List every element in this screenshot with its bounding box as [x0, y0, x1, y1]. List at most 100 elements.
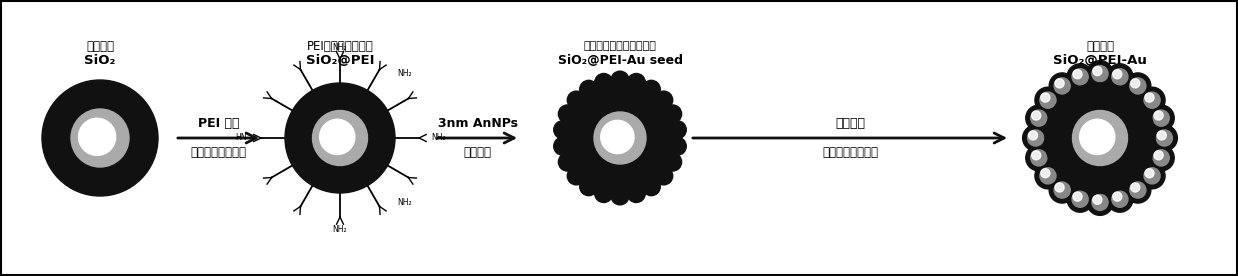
Circle shape	[1026, 145, 1052, 171]
Circle shape	[1073, 192, 1082, 201]
Circle shape	[1144, 168, 1160, 184]
Circle shape	[604, 124, 623, 143]
Circle shape	[1041, 93, 1050, 102]
Circle shape	[558, 105, 577, 123]
Circle shape	[1055, 79, 1065, 88]
Text: SiO₂@PEI-Au: SiO₂@PEI-Au	[1054, 54, 1146, 68]
Circle shape	[655, 167, 672, 185]
Circle shape	[78, 118, 115, 155]
Circle shape	[1130, 182, 1146, 198]
Circle shape	[1112, 69, 1128, 85]
Circle shape	[1040, 168, 1056, 184]
Text: SiO₂@PEI-Au seed: SiO₂@PEI-Au seed	[557, 54, 682, 68]
Circle shape	[643, 178, 660, 196]
Circle shape	[1156, 130, 1172, 146]
Circle shape	[1026, 105, 1052, 131]
Circle shape	[1055, 183, 1065, 192]
Text: 静电吸附: 静电吸附	[463, 146, 491, 159]
Text: PEI修饰的二氧化硅: PEI修饰的二氧化硅	[307, 39, 374, 52]
Circle shape	[1145, 93, 1154, 102]
Text: PEI 修饰: PEI 修饰	[198, 117, 239, 130]
Circle shape	[323, 124, 343, 144]
Circle shape	[1080, 119, 1115, 155]
Circle shape	[1107, 186, 1133, 212]
Circle shape	[1093, 195, 1102, 204]
Circle shape	[568, 86, 672, 190]
Text: SiO₂: SiO₂	[84, 54, 115, 68]
Circle shape	[1087, 189, 1113, 215]
Text: NH₂: NH₂	[397, 69, 412, 78]
Text: 硅核金壳: 硅核金壳	[1086, 39, 1114, 52]
Circle shape	[1092, 66, 1108, 82]
Circle shape	[1112, 191, 1128, 207]
Circle shape	[594, 73, 613, 91]
Circle shape	[1049, 73, 1075, 99]
Circle shape	[553, 137, 572, 155]
Text: 吸附了金种子的二氧化硅: 吸附了金种子的二氧化硅	[583, 41, 656, 51]
Circle shape	[1040, 92, 1056, 108]
Circle shape	[567, 167, 586, 185]
Text: 二氧化硅: 二氧化硅	[85, 39, 114, 52]
Circle shape	[553, 121, 572, 139]
Circle shape	[594, 112, 646, 164]
Circle shape	[643, 80, 660, 98]
Circle shape	[1087, 61, 1113, 87]
Circle shape	[1035, 87, 1061, 113]
Circle shape	[669, 137, 686, 155]
Circle shape	[1092, 194, 1108, 210]
Circle shape	[1031, 150, 1047, 166]
Circle shape	[612, 187, 629, 205]
Circle shape	[567, 91, 586, 109]
Circle shape	[1130, 79, 1140, 88]
Circle shape	[319, 119, 355, 155]
Circle shape	[1153, 110, 1169, 126]
Circle shape	[1054, 182, 1070, 198]
Circle shape	[1151, 125, 1177, 151]
Circle shape	[664, 153, 682, 171]
Circle shape	[1148, 105, 1174, 131]
Circle shape	[312, 110, 368, 166]
Circle shape	[664, 105, 682, 123]
Circle shape	[1041, 169, 1050, 178]
Text: 盐酸羟胺种子生长: 盐酸羟胺种子生长	[822, 146, 878, 159]
Circle shape	[600, 120, 634, 154]
Circle shape	[1067, 186, 1093, 212]
Text: 超声条件下自组装: 超声条件下自组装	[191, 146, 246, 159]
Circle shape	[1072, 69, 1088, 85]
Circle shape	[1054, 78, 1070, 94]
Text: NH₂: NH₂	[397, 198, 412, 207]
Circle shape	[594, 185, 613, 203]
Circle shape	[612, 71, 629, 89]
Circle shape	[1029, 131, 1037, 140]
Circle shape	[579, 80, 598, 98]
Circle shape	[1028, 130, 1044, 146]
Text: SiO₂@PEI: SiO₂@PEI	[306, 54, 374, 68]
Circle shape	[285, 83, 395, 193]
Circle shape	[1072, 191, 1088, 207]
Circle shape	[1045, 83, 1155, 193]
Circle shape	[1031, 111, 1041, 120]
Circle shape	[1049, 177, 1075, 203]
Circle shape	[1083, 124, 1103, 144]
Circle shape	[1158, 131, 1166, 140]
Circle shape	[669, 121, 686, 139]
Circle shape	[1072, 110, 1128, 166]
Circle shape	[628, 185, 645, 203]
Text: NH₂: NH₂	[333, 224, 348, 233]
Circle shape	[1144, 92, 1160, 108]
Circle shape	[1031, 110, 1047, 126]
Circle shape	[1031, 151, 1041, 160]
Circle shape	[1023, 125, 1049, 151]
Circle shape	[42, 80, 158, 196]
Circle shape	[1153, 150, 1169, 166]
Circle shape	[579, 178, 598, 196]
Circle shape	[1139, 163, 1165, 189]
Circle shape	[1154, 111, 1164, 120]
Text: 3nm AnNPs: 3nm AnNPs	[437, 117, 517, 130]
Circle shape	[558, 153, 577, 171]
Circle shape	[1130, 78, 1146, 94]
Circle shape	[1107, 64, 1133, 90]
Circle shape	[83, 123, 104, 144]
Circle shape	[1035, 163, 1061, 189]
Text: NH₂: NH₂	[333, 43, 348, 52]
